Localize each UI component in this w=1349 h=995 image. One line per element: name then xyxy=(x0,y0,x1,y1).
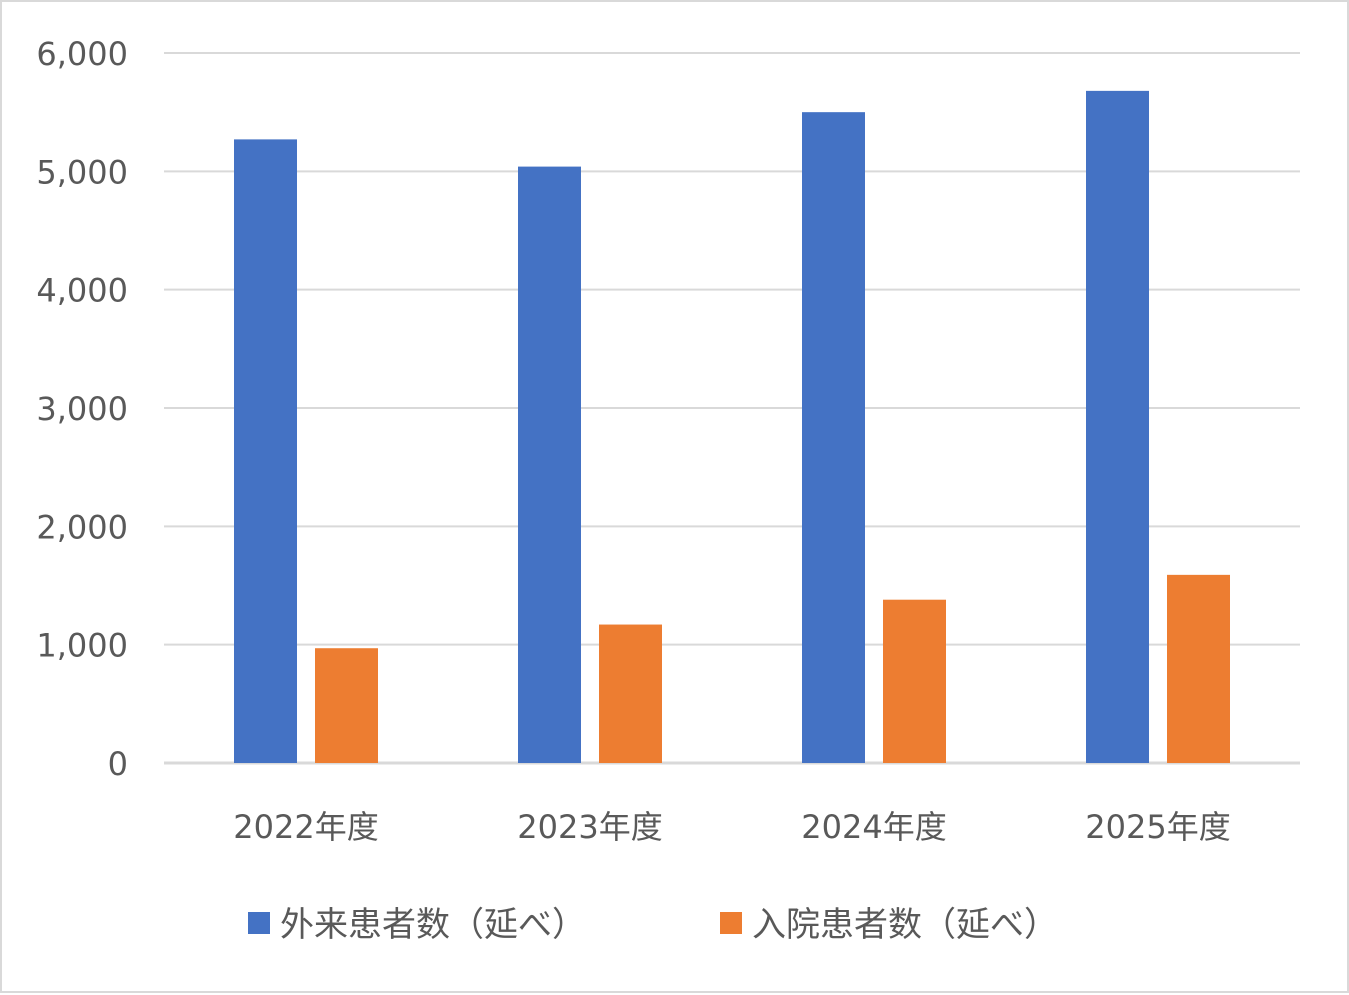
outpatient-bar xyxy=(802,112,865,763)
legend-swatch-inpatient xyxy=(720,912,742,934)
outpatient-bar xyxy=(234,139,297,764)
y-tick-label: 2,000 xyxy=(36,508,128,546)
y-tick-label: 1,000 xyxy=(36,627,128,665)
inpatient-bar xyxy=(1167,574,1230,763)
y-axis-ticks: 0 1,000 2,000 3,000 4,000 5,000 6,000 xyxy=(36,35,128,783)
legend: 外来患者数（延べ） 入院患者数（延べ） xyxy=(248,905,1058,945)
x-tick-label: 2023年度 xyxy=(517,808,662,846)
y-tick-label: 5,000 xyxy=(36,153,128,191)
y-tick-label: 0 xyxy=(108,745,128,783)
legend-item-inpatient: 入院患者数（延べ） xyxy=(720,905,1058,945)
inpatient-bar xyxy=(883,599,946,763)
legend-label-outpatient: 外来患者数（延べ） xyxy=(280,905,586,945)
x-tick-label: 2025年度 xyxy=(1085,808,1230,846)
inpatient-bar xyxy=(315,648,378,763)
y-tick-label: 3,000 xyxy=(36,390,128,428)
legend-swatch-outpatient xyxy=(248,912,270,934)
bars xyxy=(234,90,1230,764)
x-tick-label: 2024年度 xyxy=(801,808,946,846)
outpatient-bar xyxy=(1086,90,1149,763)
x-axis-ticks: 2022年度 2023年度 2024年度 2025年度 xyxy=(233,808,1230,846)
legend-label-inpatient: 入院患者数（延べ） xyxy=(752,905,1058,945)
y-tick-label: 4,000 xyxy=(36,272,128,310)
inpatient-bar xyxy=(599,624,662,763)
legend-item-outpatient: 外来患者数（延べ） xyxy=(248,905,586,945)
x-tick-label: 2022年度 xyxy=(233,808,378,846)
y-tick-label: 6,000 xyxy=(36,35,128,73)
outpatient-bar xyxy=(518,166,581,764)
